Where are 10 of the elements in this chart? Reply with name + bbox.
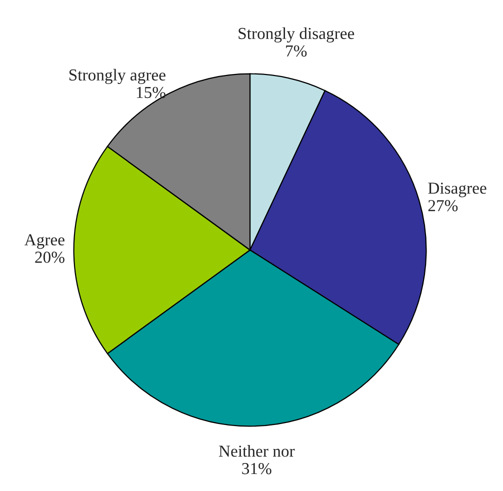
slice-label: Agree xyxy=(24,234,64,249)
slice-label: Disagree xyxy=(428,182,486,198)
data-label: 15% xyxy=(136,86,166,98)
data-label: 31% xyxy=(242,462,272,474)
data-label: 20% xyxy=(35,252,64,263)
slice-label: Neither nor xyxy=(218,445,295,457)
slice-label: Strongly agree xyxy=(69,68,166,84)
data-label: 7% xyxy=(286,45,307,57)
slice-label: Strongly disagree xyxy=(238,27,354,43)
data-label: 27% xyxy=(428,200,458,212)
